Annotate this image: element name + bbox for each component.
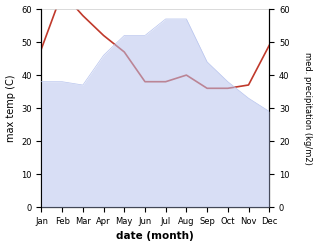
Y-axis label: max temp (C): max temp (C) <box>5 74 16 142</box>
Y-axis label: med. precipitation (kg/m2): med. precipitation (kg/m2) <box>303 52 313 165</box>
X-axis label: date (month): date (month) <box>116 231 194 242</box>
